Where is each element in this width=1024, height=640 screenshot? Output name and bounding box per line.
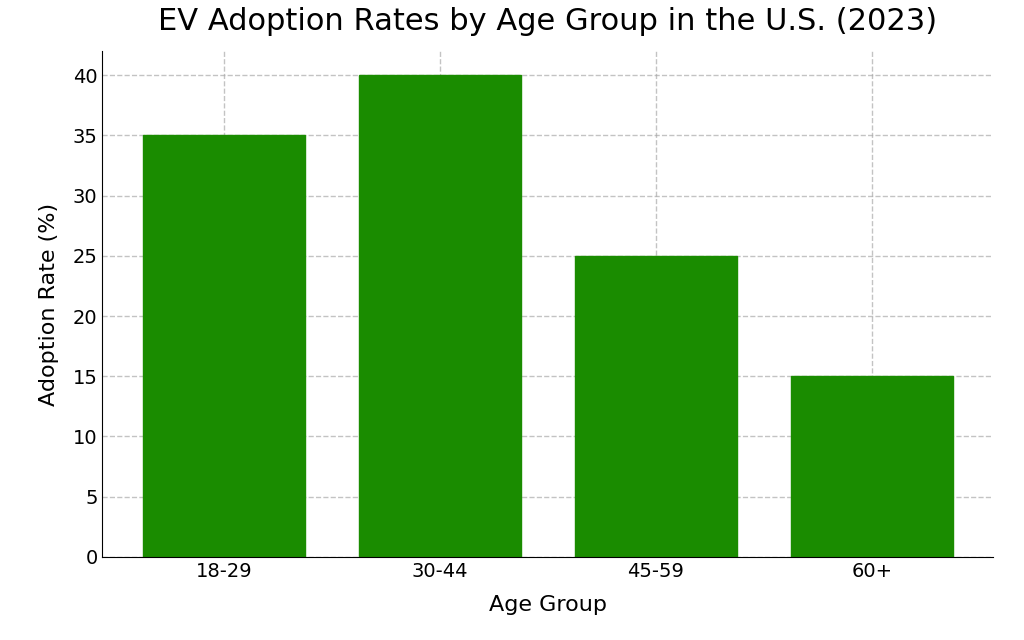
Bar xyxy=(143,136,305,557)
Bar xyxy=(574,256,737,557)
Title: EV Adoption Rates by Age Group in the U.S. (2023): EV Adoption Rates by Age Group in the U.… xyxy=(159,8,937,36)
Y-axis label: Adoption Rate (%): Adoption Rate (%) xyxy=(39,202,58,406)
X-axis label: Age Group: Age Group xyxy=(488,595,607,614)
Bar xyxy=(358,76,521,557)
Bar xyxy=(791,376,952,557)
